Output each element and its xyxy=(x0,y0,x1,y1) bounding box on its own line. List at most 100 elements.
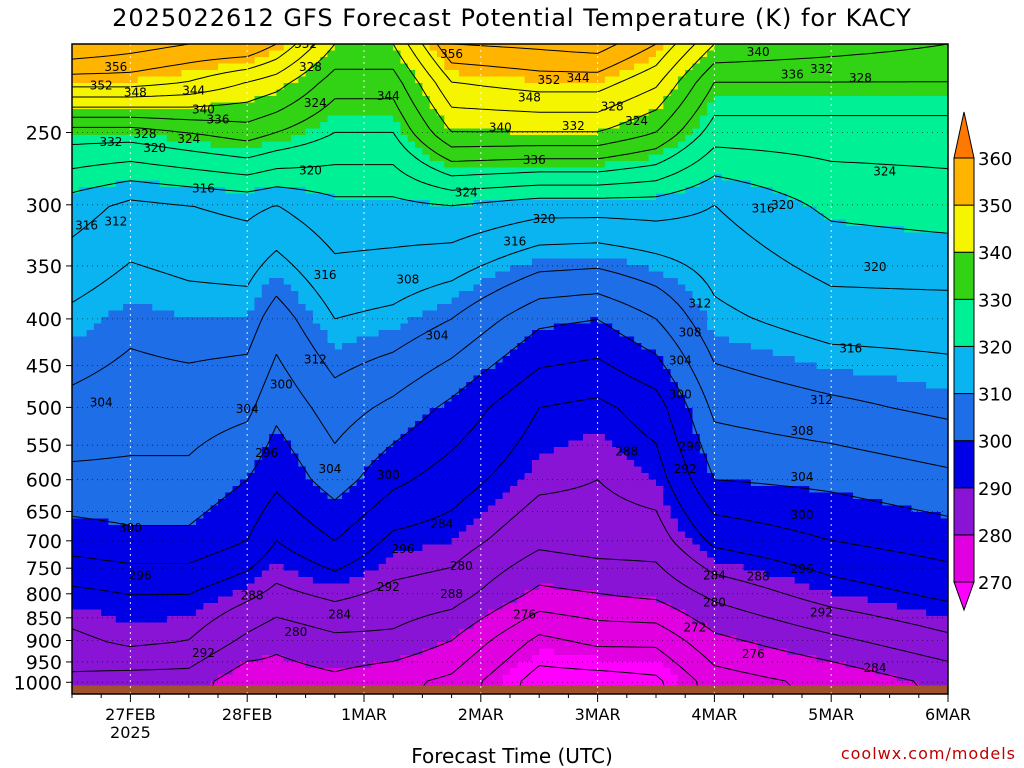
theta-cell xyxy=(152,193,161,201)
theta-cell xyxy=(385,135,394,143)
theta-cell xyxy=(736,206,745,214)
theta-cell xyxy=(276,109,285,117)
theta-cell xyxy=(721,154,730,162)
theta-cell xyxy=(663,304,672,312)
theta-cell xyxy=(473,141,482,149)
theta-cell xyxy=(612,187,621,195)
theta-cell xyxy=(174,310,183,318)
theta-cell xyxy=(553,180,562,188)
theta-cell xyxy=(130,271,139,279)
theta-cell xyxy=(101,63,110,71)
theta-cell xyxy=(429,96,438,104)
theta-cell xyxy=(283,96,292,104)
theta-cell xyxy=(802,193,810,201)
theta-cell xyxy=(312,44,321,52)
theta-cell xyxy=(305,154,314,162)
theta-cell xyxy=(692,161,701,169)
theta-cell xyxy=(802,128,810,136)
theta-cell xyxy=(225,63,234,71)
theta-cell xyxy=(575,265,584,273)
theta-cell xyxy=(188,135,197,143)
theta-cell xyxy=(517,174,526,182)
theta-cell xyxy=(670,148,679,156)
theta-cell xyxy=(480,102,489,110)
theta-cell xyxy=(648,148,657,156)
theta-cell xyxy=(736,245,745,253)
theta-cell xyxy=(809,63,818,71)
theta-cell xyxy=(780,70,788,78)
theta-cell xyxy=(911,96,920,104)
theta-cell xyxy=(583,161,591,169)
theta-cell xyxy=(663,239,672,247)
theta-cell xyxy=(845,206,854,214)
theta-cell xyxy=(458,310,467,318)
theta-cell xyxy=(203,154,212,162)
theta-cell xyxy=(276,284,285,292)
theta-cell xyxy=(210,122,219,130)
theta-cell xyxy=(261,291,270,299)
theta-cell xyxy=(838,180,847,188)
theta-cell xyxy=(517,161,526,169)
theta-cell xyxy=(553,239,562,247)
theta-cell xyxy=(415,50,423,58)
theta-cell xyxy=(838,70,847,78)
theta-cell xyxy=(407,128,416,136)
theta-cell xyxy=(415,291,423,299)
theta-cell xyxy=(79,265,88,273)
theta-cell xyxy=(575,245,584,253)
theta-cell xyxy=(166,141,175,149)
theta-cell xyxy=(831,174,840,182)
theta-cell xyxy=(729,245,737,253)
theta-cell xyxy=(239,187,248,195)
theta-cell xyxy=(269,226,277,234)
theta-cell xyxy=(524,167,533,175)
theta-cell xyxy=(656,187,664,195)
theta-cell xyxy=(429,219,438,227)
theta-cell xyxy=(561,57,569,65)
theta-cell xyxy=(889,213,898,221)
theta-cell xyxy=(743,141,752,149)
theta-cell xyxy=(714,284,723,292)
theta-cell xyxy=(940,193,948,201)
theta-cell xyxy=(656,148,664,156)
theta-cell xyxy=(444,70,453,78)
theta-cell xyxy=(882,135,891,143)
theta-cell xyxy=(480,70,489,78)
theta-cell xyxy=(561,44,569,52)
theta-cell xyxy=(787,109,796,117)
theta-cell xyxy=(466,180,475,188)
theta-cell xyxy=(123,115,131,123)
theta-cell xyxy=(765,265,774,273)
theta-cell xyxy=(699,122,708,130)
theta-cell xyxy=(429,252,438,260)
theta-cell xyxy=(188,122,197,130)
theta-cell xyxy=(400,44,409,52)
theta-cell xyxy=(283,310,292,318)
theta-cell xyxy=(79,50,88,58)
theta-cell xyxy=(685,219,694,227)
theta-cell xyxy=(451,167,460,175)
theta-cell xyxy=(758,219,767,227)
theta-cell xyxy=(860,44,869,52)
theta-cell xyxy=(918,135,927,143)
theta-cell xyxy=(93,252,102,260)
theta-cell xyxy=(561,102,569,110)
theta-cell xyxy=(166,232,175,240)
theta-cell xyxy=(510,135,518,143)
theta-cell xyxy=(232,141,241,149)
theta-cell xyxy=(583,96,591,104)
theta-cell xyxy=(823,76,832,84)
theta-cell xyxy=(371,310,380,318)
theta-cell xyxy=(473,174,482,182)
theta-cell xyxy=(845,174,854,182)
theta-cell xyxy=(648,180,657,188)
theta-cell xyxy=(743,278,752,286)
theta-cell xyxy=(780,304,788,312)
theta-cell xyxy=(794,284,803,292)
theta-cell xyxy=(123,44,131,52)
theta-cell xyxy=(276,310,285,318)
theta-cell xyxy=(137,180,146,188)
theta-cell xyxy=(130,187,139,195)
theta-cell xyxy=(349,206,358,214)
theta-cell xyxy=(750,148,759,156)
